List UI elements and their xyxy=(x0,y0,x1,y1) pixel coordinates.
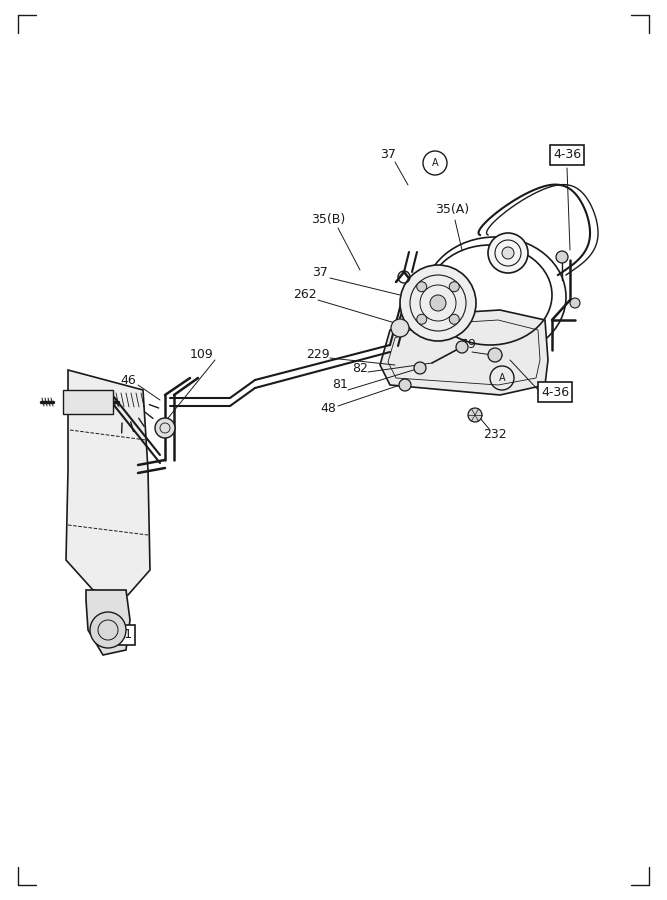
Text: 4-36: 4-36 xyxy=(541,385,569,399)
Circle shape xyxy=(391,319,409,337)
Text: 37: 37 xyxy=(380,148,396,161)
Circle shape xyxy=(488,348,502,362)
Circle shape xyxy=(570,298,580,308)
Circle shape xyxy=(450,314,460,324)
Text: A: A xyxy=(499,373,506,383)
Text: 109: 109 xyxy=(190,348,214,362)
Circle shape xyxy=(488,233,528,273)
Text: 262: 262 xyxy=(293,289,317,302)
Circle shape xyxy=(430,295,446,311)
Text: 4-31: 4-31 xyxy=(104,628,132,642)
Circle shape xyxy=(417,282,427,292)
Circle shape xyxy=(468,408,482,422)
Circle shape xyxy=(155,418,175,438)
Polygon shape xyxy=(66,370,150,595)
Circle shape xyxy=(450,282,460,292)
Circle shape xyxy=(414,362,426,374)
Polygon shape xyxy=(380,310,548,395)
Text: 4-36: 4-36 xyxy=(553,148,581,161)
Circle shape xyxy=(90,612,126,648)
Circle shape xyxy=(456,341,468,353)
Circle shape xyxy=(556,251,568,263)
Text: 46: 46 xyxy=(120,374,136,386)
Text: 81: 81 xyxy=(332,379,348,392)
Text: 35(A): 35(A) xyxy=(435,203,469,217)
Text: 82: 82 xyxy=(352,362,368,374)
Text: A: A xyxy=(432,158,438,168)
Polygon shape xyxy=(86,590,130,655)
Circle shape xyxy=(399,379,411,391)
Text: 229: 229 xyxy=(306,348,329,362)
Text: 232: 232 xyxy=(483,428,507,442)
Text: 37: 37 xyxy=(312,266,328,278)
Text: 79: 79 xyxy=(460,338,476,352)
Text: 35(B): 35(B) xyxy=(311,213,345,227)
Circle shape xyxy=(502,247,514,259)
Polygon shape xyxy=(63,390,113,414)
Circle shape xyxy=(400,265,476,341)
Circle shape xyxy=(417,314,427,324)
Text: 48: 48 xyxy=(320,401,336,415)
